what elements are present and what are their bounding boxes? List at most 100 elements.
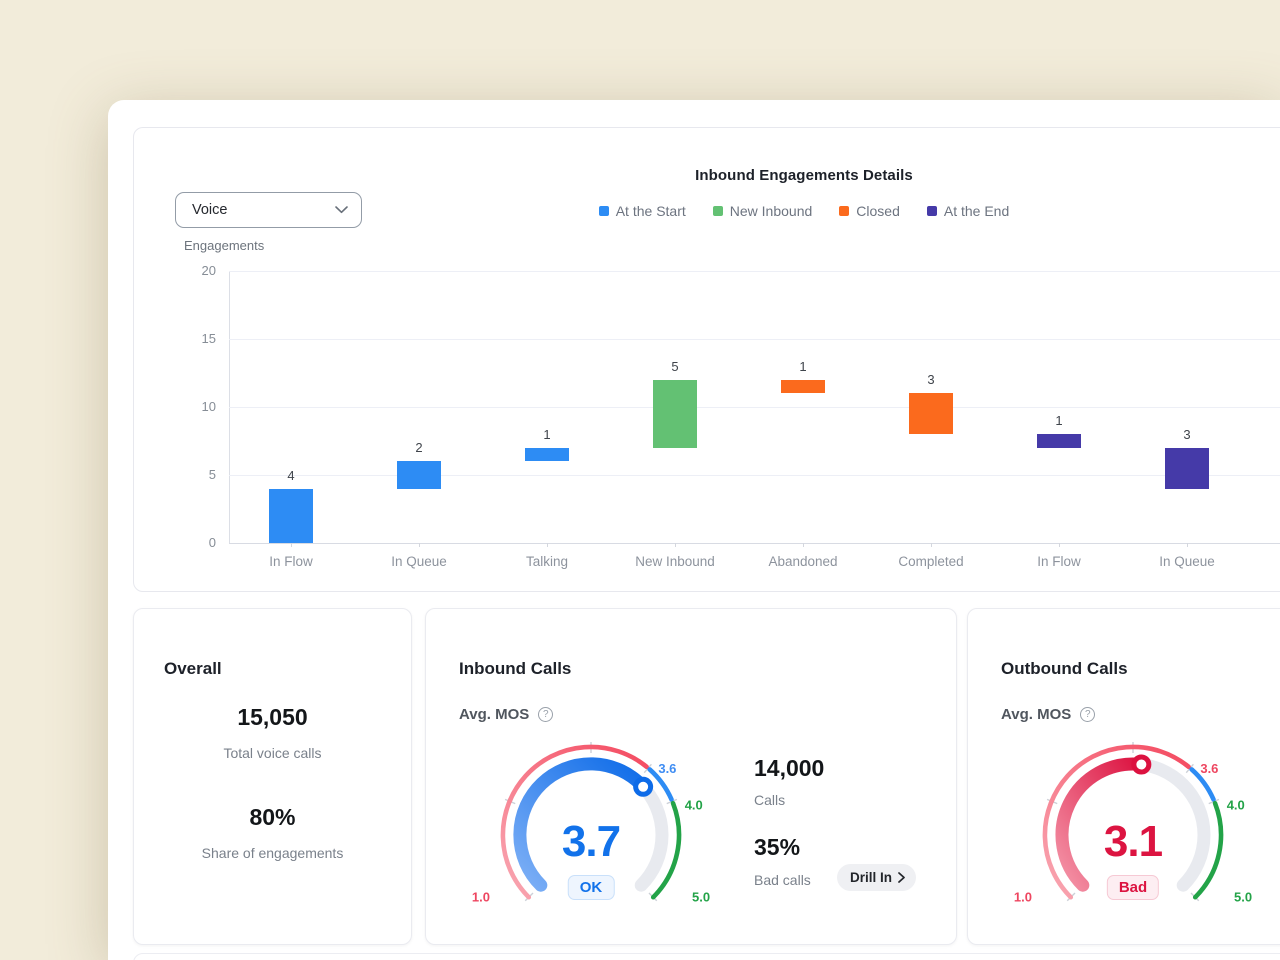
- bar-in-queue[interactable]: [397, 461, 441, 489]
- x-axis-tick: [547, 543, 548, 547]
- info-icon[interactable]: ?: [1080, 707, 1096, 722]
- legend-item-closed[interactable]: Closed: [839, 203, 900, 219]
- gridline-15: [229, 339, 1280, 340]
- category-label: Completed: [898, 554, 964, 569]
- channel-dropdown-value: Voice: [192, 202, 228, 218]
- bar-talking[interactable]: [525, 447, 569, 462]
- gridline-20: [229, 271, 1280, 272]
- drill-in-button[interactable]: Drill In: [837, 864, 917, 891]
- x-axis-tick: [1059, 543, 1060, 547]
- next-row-card: [133, 953, 1280, 960]
- bar-value-label: 1: [799, 358, 807, 374]
- category-label: In Flow: [1037, 554, 1081, 569]
- legend-swatch: [598, 206, 609, 216]
- legend-label: New Inbound: [729, 203, 813, 219]
- inbound-calls-count-label: Calls: [754, 792, 786, 808]
- legend-label: At the End: [943, 203, 1010, 219]
- x-axis-tick: [675, 543, 676, 547]
- bar-value-label: 3: [927, 372, 935, 388]
- y-axis-tick-15: 15: [201, 331, 216, 346]
- x-axis-tick: [803, 543, 804, 547]
- legend-swatch: [926, 206, 937, 216]
- legend-swatch: [712, 206, 723, 216]
- x-axis-tick: [1187, 543, 1188, 547]
- bar-in-flow[interactable]: [269, 488, 313, 543]
- gauge-tick-label: 1.0: [472, 890, 490, 905]
- outbound-card-title: Outbound Calls: [1001, 659, 1128, 678]
- dashboard-window: Inbound Engagements Details Voice At the…: [108, 100, 1280, 960]
- bar-in-flow[interactable]: [1037, 434, 1081, 448]
- bar-value-label: 2: [415, 440, 423, 456]
- chart-legend: At the Start New Inbound Closed At the End: [134, 203, 1280, 219]
- legend-swatch: [839, 206, 850, 216]
- bad-calls-label: Bad calls: [754, 872, 811, 888]
- chevron-right-icon: [898, 872, 905, 883]
- legend-label: At the Start: [615, 203, 686, 219]
- bar-value-label: 1: [543, 426, 551, 442]
- legend-item-at-the-start[interactable]: At the Start: [598, 203, 686, 219]
- x-axis-tick: [291, 543, 292, 547]
- channel-dropdown[interactable]: Voice: [175, 192, 362, 228]
- category-label: In Queue: [391, 554, 447, 569]
- share-of-engagements-label: Share of engagements: [201, 845, 344, 861]
- y-axis-tick-5: 5: [208, 467, 216, 482]
- gauge-status-badge: Bad: [1106, 875, 1160, 900]
- chart-title: Inbound Engagements Details: [695, 167, 913, 185]
- bar-value-label: 5: [671, 358, 679, 374]
- gauge-tick-label: 3.6: [658, 761, 676, 776]
- y-axis-title: Engagements: [184, 238, 265, 253]
- category-label: In Queue: [1159, 554, 1215, 569]
- gauge-tick-label: 3.6: [1200, 761, 1218, 776]
- total-voice-calls-value: 15,050: [237, 704, 308, 730]
- bar-value-label: 3: [1183, 426, 1191, 442]
- avg-mos-row: Avg. MOS ?: [1001, 706, 1096, 723]
- engagements-chart-card: Inbound Engagements Details Voice At the…: [133, 127, 1280, 592]
- gauge-tick-label: 5.0: [1234, 890, 1252, 905]
- y-axis-tick-10: 10: [201, 399, 216, 414]
- bar-completed[interactable]: [909, 393, 953, 435]
- gridline-5: [229, 475, 1280, 476]
- category-label: New Inbound: [635, 554, 715, 569]
- plot-area: 4 In Flow 2 In Queue 1 Talking 5 New Inbound 1 Ab…: [229, 271, 1280, 569]
- gauge-arc: 1.0 3.6 4.0 5.0: [472, 742, 710, 905]
- bar-new-inbound[interactable]: [653, 379, 697, 448]
- drill-in-label: Drill In: [850, 870, 893, 885]
- gauge-tick-label: 1.0: [1014, 890, 1032, 905]
- y-axis-tick-20: 20: [201, 263, 216, 278]
- chevron-down-icon: [335, 206, 348, 214]
- gauge-tick-label: 5.0: [692, 890, 710, 905]
- avg-mos-label: Avg. MOS: [459, 706, 530, 723]
- y-axis-tick-0: 0: [208, 535, 216, 550]
- bar-value-label: 1: [1055, 413, 1063, 429]
- overall-card: Overall 15,050 Total voice calls 80% Sha…: [133, 608, 412, 945]
- avg-mos-row: Avg. MOS ?: [459, 706, 554, 723]
- category-label: In Flow: [269, 554, 313, 569]
- category-label: Abandoned: [768, 554, 838, 569]
- gridline-10: [229, 407, 1280, 408]
- inbound-mos-gauge: 1.0 3.6 4.0 5.0 3.7 OK: [451, 735, 731, 935]
- x-axis-tick: [931, 543, 932, 547]
- outbound-mos-gauge: 1.0 3.6 4.0 5.0 3.1 Bad: [993, 735, 1273, 935]
- share-of-engagements-value: 80%: [249, 804, 296, 830]
- bad-calls-percent: 35%: [754, 834, 801, 860]
- bar-value-label: 4: [287, 467, 295, 483]
- info-icon[interactable]: ?: [538, 707, 554, 722]
- gauge-status-badge: OK: [567, 875, 615, 900]
- bar-abandoned[interactable]: [781, 379, 825, 394]
- gauge-arc: 1.0 3.6 4.0 5.0: [1014, 742, 1252, 905]
- legend-item-at-the-end[interactable]: At the End: [926, 203, 1010, 219]
- bar-in-queue[interactable]: [1165, 447, 1209, 489]
- gauge-value: 3.1: [1103, 817, 1163, 866]
- legend-item-new-inbound[interactable]: New Inbound: [712, 203, 813, 219]
- inbound-card-title: Inbound Calls: [459, 659, 572, 678]
- category-label: Talking: [525, 554, 569, 569]
- gauge-tick-label: 4.0: [1227, 797, 1245, 812]
- overall-card-title: Overall: [164, 659, 222, 678]
- gauge-tick-label: 4.0: [685, 797, 703, 812]
- outbound-calls-card: Outbound Calls Avg. MOS ? 1.0 3.6 4.0 5.0 3…: [967, 608, 1280, 945]
- gauge-value: 3.7: [561, 817, 621, 866]
- x-axis-tick: [419, 543, 420, 547]
- total-voice-calls-label: Total voice calls: [223, 745, 322, 761]
- inbound-calls-count: 14,000: [754, 755, 825, 781]
